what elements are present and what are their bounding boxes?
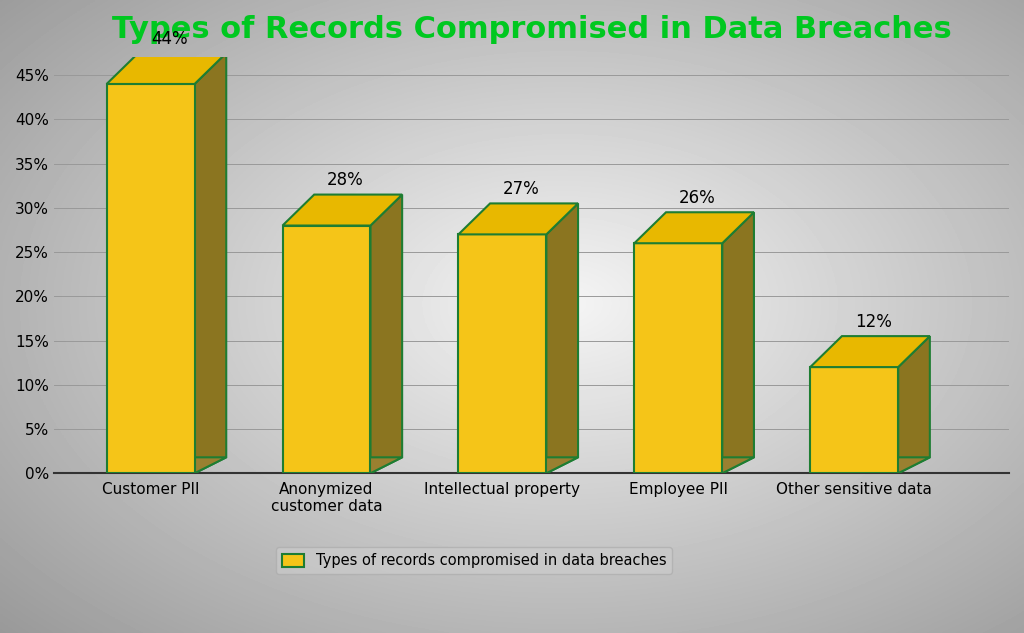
- Text: 27%: 27%: [503, 180, 540, 198]
- Polygon shape: [195, 53, 226, 473]
- Polygon shape: [634, 212, 754, 243]
- Text: 44%: 44%: [152, 30, 188, 47]
- Polygon shape: [634, 457, 754, 473]
- Polygon shape: [459, 457, 578, 473]
- Polygon shape: [459, 234, 547, 473]
- Polygon shape: [106, 84, 195, 473]
- Polygon shape: [283, 457, 402, 473]
- Title: Types of Records Compromised in Data Breaches: Types of Records Compromised in Data Bre…: [112, 15, 951, 44]
- Polygon shape: [810, 336, 930, 367]
- Polygon shape: [898, 336, 930, 473]
- Polygon shape: [722, 212, 754, 473]
- Polygon shape: [547, 203, 578, 473]
- Text: 12%: 12%: [855, 313, 892, 331]
- Polygon shape: [810, 367, 898, 473]
- Polygon shape: [634, 243, 722, 473]
- Polygon shape: [810, 457, 930, 473]
- Text: 28%: 28%: [327, 172, 364, 189]
- Polygon shape: [283, 194, 402, 225]
- Legend: Types of records compromised in data breaches: Types of records compromised in data bre…: [276, 548, 672, 574]
- Polygon shape: [459, 203, 578, 234]
- Polygon shape: [106, 457, 226, 473]
- Polygon shape: [371, 194, 402, 473]
- Text: 26%: 26%: [679, 189, 716, 207]
- Polygon shape: [106, 53, 226, 84]
- Polygon shape: [283, 225, 371, 473]
